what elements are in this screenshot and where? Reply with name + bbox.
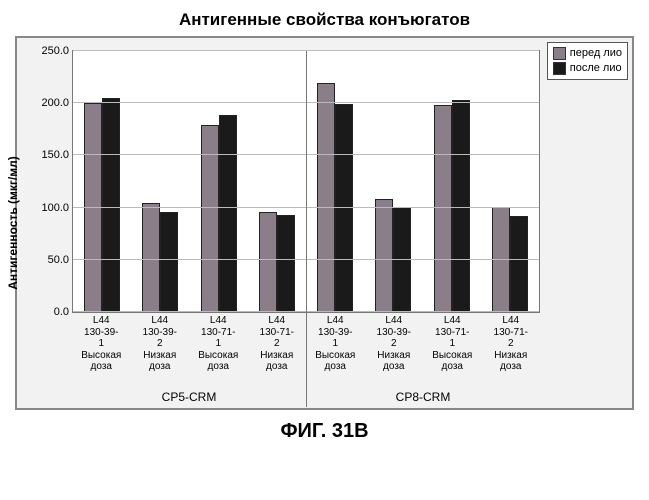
legend-item-after: после лио [553, 61, 622, 76]
bar-after [160, 212, 178, 312]
y-tick-label: 250.0 [41, 45, 69, 57]
x-tick-label: L44130-71-1Высокаядоза [192, 315, 244, 373]
x-tick-label: L44130-71-1Высокаядоза [426, 315, 478, 373]
y-tick-label: 100.0 [41, 202, 69, 214]
bar-after [102, 98, 120, 312]
bar-pair [142, 51, 178, 312]
legend-swatch-after [553, 62, 566, 75]
legend-label-after: после лио [570, 61, 622, 76]
x-tick-label: L44130-39-1Высокаядоза [75, 315, 127, 373]
x-tick-label: L44130-71-2Низкаядоза [251, 315, 303, 373]
figure-label: ФИГ. 31B [10, 420, 639, 443]
legend-label-before: перед лио [570, 46, 622, 61]
legend-swatch-before [553, 47, 566, 60]
bar-pair [259, 51, 295, 312]
bar-pair [84, 51, 120, 312]
bar-pair [375, 51, 411, 312]
bar-before [434, 105, 452, 312]
bar-pair [434, 51, 470, 312]
bar-before [317, 83, 335, 312]
y-tick-label: 0.0 [54, 306, 69, 318]
bar-before [142, 203, 160, 312]
legend-item-before: перед лио [553, 46, 622, 61]
bar-before [259, 212, 277, 312]
bar-before [201, 125, 219, 312]
bar-before [375, 199, 393, 312]
bar-after [219, 115, 237, 312]
x-group-label: CP8-CRM [396, 390, 451, 404]
y-tick-label: 200.0 [41, 97, 69, 109]
bar-pair [492, 51, 528, 312]
bar-after [335, 104, 353, 312]
legend: перед лио после лио [547, 42, 628, 80]
x-tick-label: L44130-39-2Низкаядоза [368, 315, 420, 373]
y-tick-label: 150.0 [41, 149, 69, 161]
x-axis-labels: L44130-39-1ВысокаядозаL44130-39-2Низкаяд… [72, 313, 540, 408]
bar-pair [201, 51, 237, 312]
chart-title: Антигенные свойства конъюгатов [10, 10, 639, 30]
x-group-label: CP5-CRM [162, 390, 217, 404]
bar-after [277, 215, 295, 312]
x-tick-label: L44130-71-2Низкаядоза [485, 315, 537, 373]
chart-frame: перед лио после лио Антигенность (мкг/мл… [15, 36, 634, 410]
bar-after [510, 216, 528, 312]
y-tick-label: 50.0 [48, 254, 69, 266]
y-axis-label: Антигенность (мкг/мл) [6, 156, 20, 289]
bar-pair [317, 51, 353, 312]
x-tick-label: L44130-39-1Высокаядоза [309, 315, 361, 373]
plot-area: 0.050.0100.0150.0200.0250.0 [72, 50, 540, 313]
x-tick-label: L44130-39-2Низкаядоза [134, 315, 186, 373]
